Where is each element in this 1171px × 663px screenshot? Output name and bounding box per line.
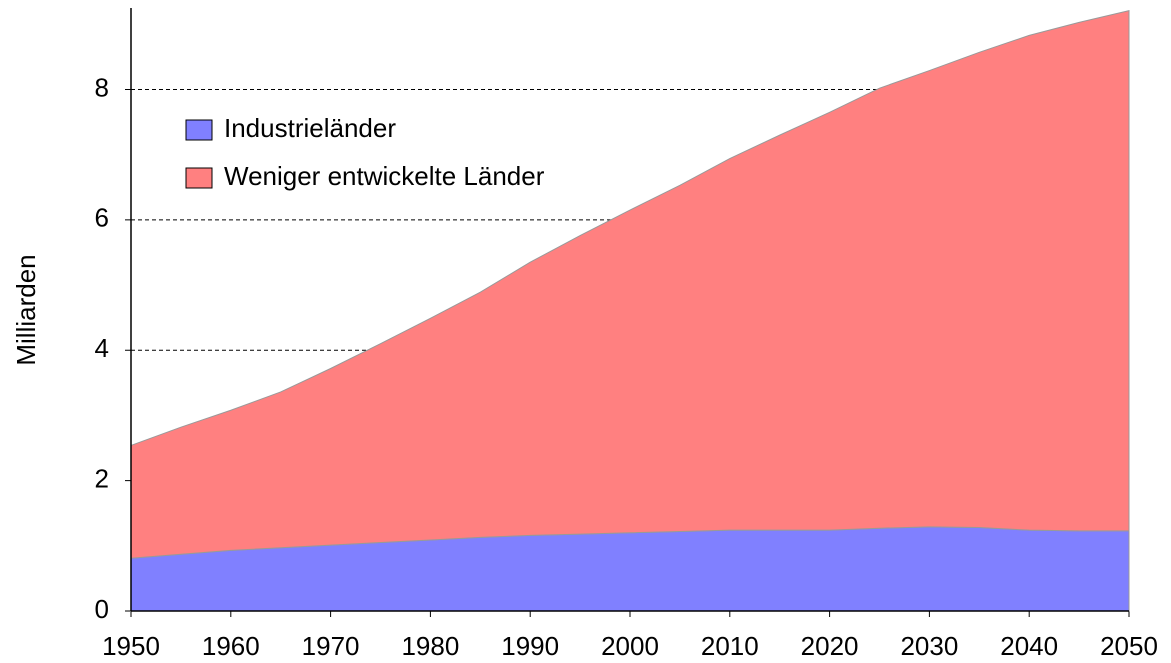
y-tick-label: 0 — [95, 594, 109, 624]
x-tick-label: 1960 — [202, 631, 260, 661]
x-tick-label: 2000 — [601, 631, 659, 661]
legend-label: Weniger entwickelte Länder — [224, 161, 545, 191]
x-tick-label: 2040 — [1000, 631, 1058, 661]
x-tick-label: 2050 — [1100, 631, 1158, 661]
x-tick-label: 1970 — [302, 631, 360, 661]
area — [130, 9, 1130, 559]
legend-swatch — [185, 167, 213, 189]
legend-label: Industrieländer — [224, 113, 396, 143]
y-tick-label: 8 — [95, 72, 109, 102]
x-tick-label: 2010 — [701, 631, 759, 661]
legend-swatch — [185, 119, 213, 141]
x-tick-label: 1980 — [401, 631, 459, 661]
x-tick-label: 2020 — [801, 631, 859, 661]
x-tick-label: 2030 — [900, 631, 958, 661]
y-tick-label: 4 — [95, 333, 109, 363]
x-tick-label: 1990 — [501, 631, 559, 661]
x-tick-label: 1950 — [102, 631, 160, 661]
y-tick-label: 2 — [95, 463, 109, 493]
y-tick-label: 6 — [95, 203, 109, 233]
y-axis-label: Milliarden — [11, 254, 41, 365]
